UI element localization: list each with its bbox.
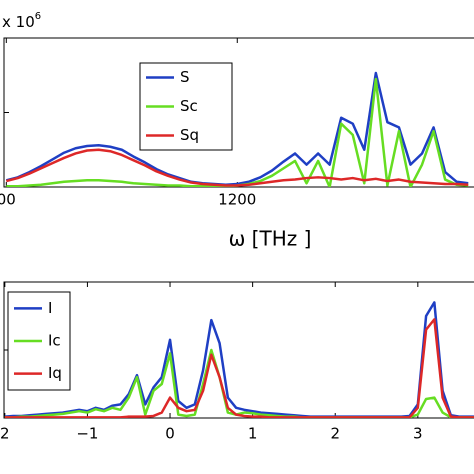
x-tick-label: 3 [413,425,423,443]
legend-label: Sc [180,97,198,115]
x-tick-label: −1 [76,425,98,443]
legend-label: I [48,299,52,317]
axis-frame [3,281,474,419]
x-tick-label: 2 [330,425,340,443]
x-tick-label: 0 [165,425,175,443]
x-tick-label: 1 [248,425,258,443]
x-tick-label: 2 [0,425,10,443]
legend-label: Ic [48,332,61,350]
axis-frame [3,37,474,188]
x-tick-label: 1200 [218,191,256,209]
series-line [5,148,469,187]
legend-label: Sq [180,126,199,144]
series-line [4,301,474,418]
x-axis-label: ω [THz ] [229,227,312,251]
series-line [6,77,469,187]
x-tick-label: 00 [0,191,16,209]
plot-area [5,71,469,187]
y-multiplier: x 106 [2,11,41,31]
series-line [4,348,474,418]
legend-label: Iq [48,364,62,382]
legend-label: S [180,68,190,86]
series-line [5,71,469,187]
series-line [4,318,474,418]
plot-area [4,301,474,418]
